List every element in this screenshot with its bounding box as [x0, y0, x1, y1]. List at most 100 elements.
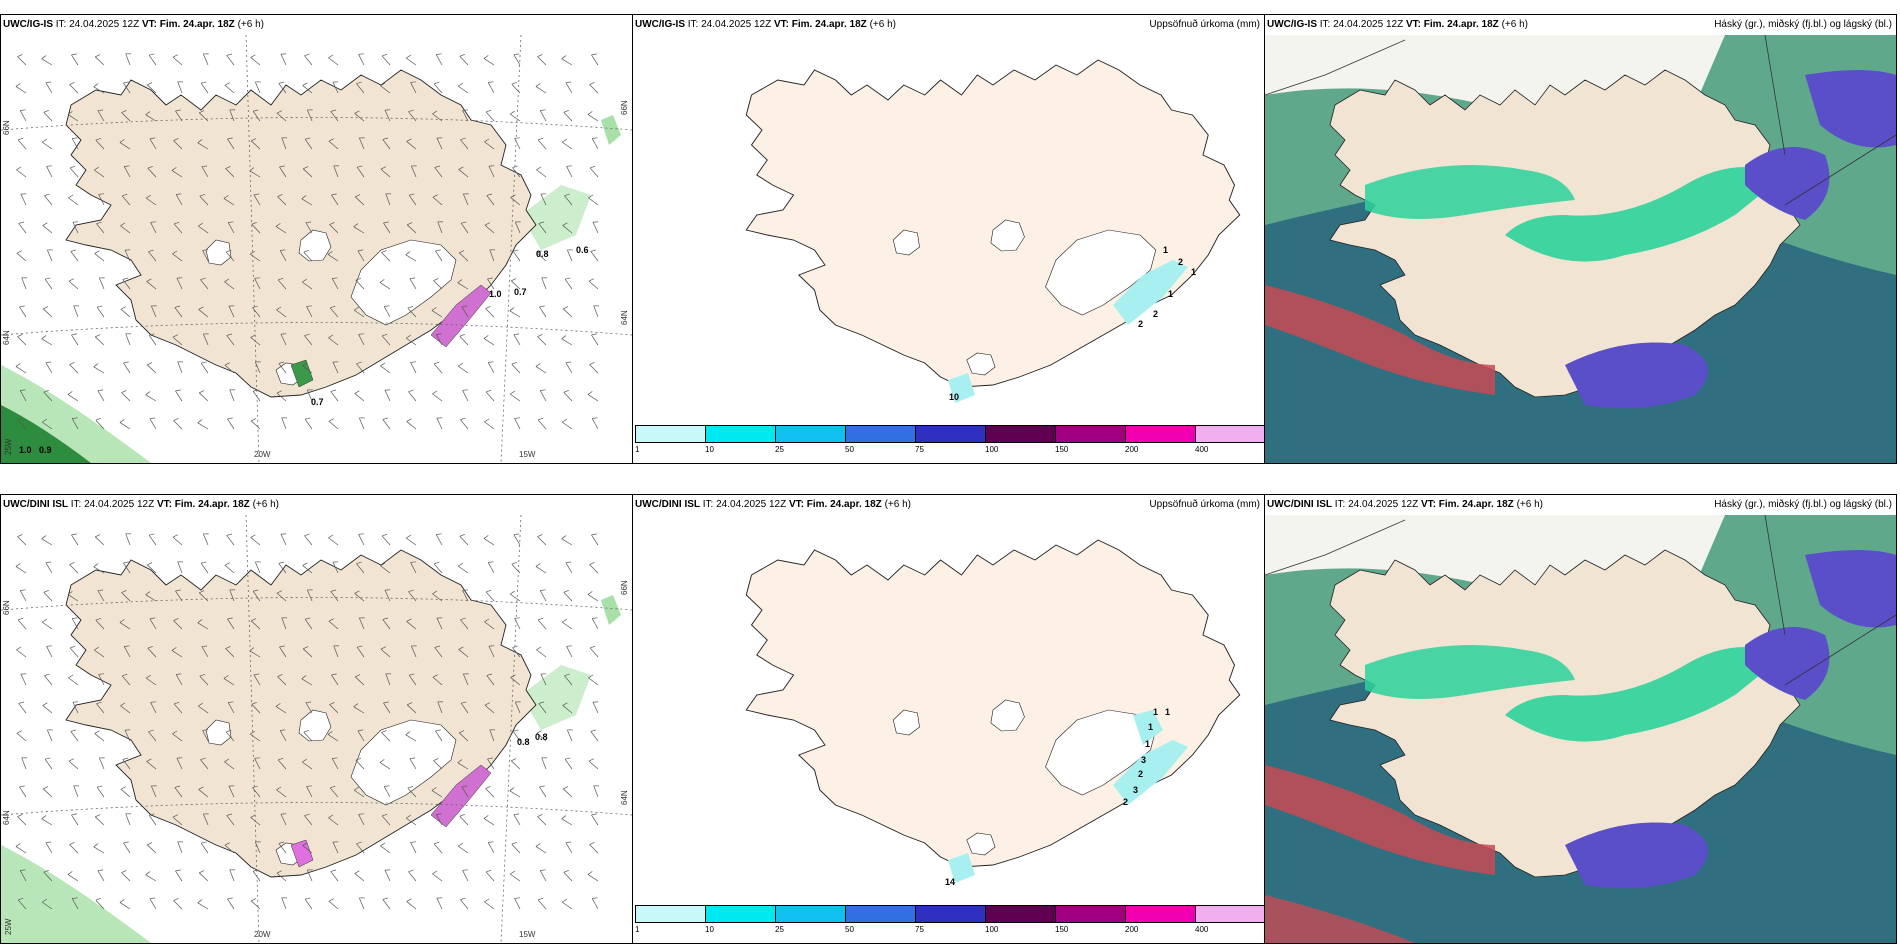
- colorbar-swatch: [1196, 426, 1264, 442]
- cloud-high-band: [1505, 647, 1785, 742]
- wind-barb: [333, 165, 340, 178]
- wind-barb: [276, 590, 287, 602]
- wind-barb: [254, 841, 261, 854]
- wind-barb: [330, 589, 339, 602]
- precip-shading: [948, 853, 975, 883]
- wind-barb: [175, 673, 183, 686]
- wind-barb: [354, 194, 365, 206]
- wind-value-label: 1.0: [489, 289, 502, 299]
- wind-barb: [588, 758, 599, 770]
- wind-barb: [356, 645, 365, 658]
- graticule-lat: [1, 597, 632, 611]
- wind-barb: [485, 306, 495, 318]
- wind-barb: [97, 869, 105, 882]
- wind-barb: [250, 418, 261, 430]
- wind-barb: [535, 843, 547, 854]
- colorbar-tick: 75: [915, 925, 924, 934]
- wind-barb: [406, 702, 417, 714]
- colorbar-tick: 100: [985, 445, 999, 454]
- wind-barb: [124, 249, 131, 262]
- glacier: [892, 229, 920, 256]
- wind-barb: [15, 843, 27, 854]
- wind-barb: [254, 361, 261, 374]
- wind-barb: [277, 757, 287, 770]
- wind-barb: [380, 842, 391, 854]
- wind-barb: [539, 589, 547, 602]
- colorbar-tick: 100: [985, 925, 999, 934]
- wind-barb: [431, 787, 443, 798]
- wind-barb: [301, 675, 313, 686]
- wind-barb: [71, 813, 79, 826]
- wind-barb: [331, 673, 339, 686]
- lat-label-64-right: 64N: [620, 310, 629, 325]
- wind-barb: [408, 673, 417, 686]
- wind-barb: [16, 250, 27, 262]
- wind-barb: [202, 533, 209, 546]
- wind-barb: [432, 870, 443, 882]
- wind-barb: [462, 869, 469, 882]
- wind-barb: [122, 757, 131, 770]
- precip-shading: [601, 115, 621, 145]
- wind-barb: [406, 898, 417, 910]
- wind-barb: [329, 785, 339, 798]
- precip-value-label: 1: [1168, 289, 1173, 299]
- wind-barb: [332, 561, 339, 574]
- wind-barb: [202, 813, 209, 826]
- wind-barb: [227, 137, 235, 150]
- glacier: [298, 229, 332, 262]
- wind-barb: [200, 561, 209, 574]
- wind-barb: [43, 109, 53, 122]
- wind-barb: [95, 137, 105, 150]
- wind-barb: [330, 109, 339, 122]
- wind-barb: [200, 277, 209, 290]
- wind-barb: [20, 673, 27, 686]
- wind-barb: [200, 757, 209, 770]
- wind-barb: [513, 813, 521, 826]
- wind-barb: [461, 785, 469, 798]
- wind-barb: [44, 673, 53, 686]
- colorbar-swatch: [1056, 426, 1126, 442]
- wind-barb: [358, 333, 365, 346]
- precip-shading: [521, 665, 591, 730]
- glacier: [205, 239, 232, 266]
- wind-barb: [457, 562, 469, 574]
- wind-barb: [72, 701, 79, 714]
- wind-barb: [176, 277, 183, 290]
- wind-barb: [15, 363, 27, 374]
- wind-barb: [175, 109, 183, 122]
- wind-barb: [202, 729, 209, 742]
- panel-header: UWC/DINI ISL IT: 24.04.2025 12Z VT: Fim.…: [1267, 499, 1543, 510]
- wind-barb: [514, 701, 521, 714]
- wind-barb: [328, 334, 339, 346]
- wind-barb: [356, 361, 365, 374]
- wind-barb: [561, 138, 573, 150]
- glacier: [350, 719, 457, 806]
- wind-barb: [540, 673, 547, 686]
- precip-value-label: 2: [1153, 309, 1158, 319]
- wind-barb: [539, 305, 547, 318]
- wind-barb: [119, 619, 131, 630]
- wind-barb: [229, 389, 236, 402]
- wind-barb: [354, 870, 365, 882]
- wind-barb: [382, 417, 391, 430]
- wind-barb: [276, 110, 287, 122]
- wind-barb: [45, 81, 53, 94]
- wind-barb: [281, 417, 288, 430]
- wind-barb: [148, 533, 157, 546]
- wind-barb: [173, 618, 183, 630]
- wind-barb: [17, 534, 27, 546]
- wind-barb: [94, 814, 105, 826]
- wind-barb: [408, 589, 417, 602]
- wind-barb: [228, 305, 235, 318]
- wind-barb: [276, 786, 287, 798]
- colorbar-tick: 200: [1125, 925, 1139, 934]
- precip-value-label: 3: [1141, 755, 1146, 765]
- wind-barb: [437, 221, 444, 234]
- wind-barb: [539, 109, 547, 122]
- wind-barb: [513, 333, 521, 346]
- precip-value-label: 14: [945, 877, 955, 887]
- wind-barb: [125, 333, 132, 346]
- wind-barb: [304, 533, 313, 546]
- wind-barb: [592, 221, 599, 234]
- wind-barb: [197, 899, 209, 910]
